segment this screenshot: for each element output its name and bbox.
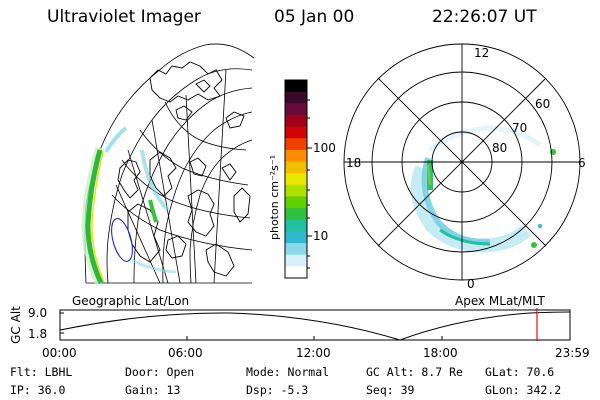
status-seq: Seq: 39 xyxy=(366,383,415,397)
time-tick-0600: 06:00 xyxy=(168,346,203,360)
mlt-label-12: 12 xyxy=(474,46,490,60)
color-bar xyxy=(285,80,307,279)
status-gain: Gain: 13 xyxy=(125,383,181,397)
time-tick-0000: 00:00 xyxy=(42,346,77,360)
apex-caption: Apex MLat/MLT xyxy=(455,294,545,308)
colorbar-segment xyxy=(285,80,307,93)
colorbar-segment xyxy=(285,254,307,267)
mlt-label-0: 0 xyxy=(467,277,475,291)
alt-tick-1-8: 1.8 xyxy=(28,327,48,341)
time-tick-2359: 23:59 xyxy=(555,346,590,360)
status-filter: Flt: LBHL xyxy=(10,365,73,379)
colorbar-segment xyxy=(285,138,307,151)
status-dsp: Dsp: -5.3 xyxy=(246,383,309,397)
colorbar-segment xyxy=(285,231,307,244)
colorbar-segment xyxy=(285,91,307,104)
colorbar-segment xyxy=(285,103,307,116)
colorbar-segment xyxy=(285,173,307,186)
status-mode: Mode: Normal xyxy=(246,365,330,379)
colorbar-tick-100: 100 xyxy=(313,141,336,155)
altitude-plot xyxy=(59,308,571,341)
colorbar-segment xyxy=(285,126,307,139)
mlat-label-60: 60 xyxy=(535,97,551,111)
status-gc-alt: GC Alt: 8.7 Re xyxy=(366,365,463,379)
gc-alt-axis-title: GC Alt xyxy=(9,306,23,344)
mlt-label-6: 6 xyxy=(578,156,586,170)
time-tick-1800: 18:00 xyxy=(423,346,458,360)
date-label: 05 Jan 00 xyxy=(274,7,355,27)
mlat-label-80: 80 xyxy=(492,141,508,155)
mlt-label-18: 18 xyxy=(346,156,362,170)
colorbar-segment xyxy=(285,208,307,221)
colorbar-segment xyxy=(285,266,307,279)
time-tick-1200: 12:00 xyxy=(296,346,331,360)
status-ip: IP: 36.0 xyxy=(10,383,66,397)
footprint-ellipse xyxy=(111,218,133,262)
status-door: Door: Open xyxy=(125,365,195,379)
colorbar-unit-label: photon cm⁻²s⁻¹ xyxy=(268,154,281,240)
colorbar-segment xyxy=(285,184,307,198)
colorbar-segment xyxy=(285,219,307,233)
colorbar-segment xyxy=(285,243,307,256)
geographic-map xyxy=(80,43,255,284)
colorbar-segment xyxy=(285,161,307,174)
time-label: 22:26:07 UT xyxy=(432,7,537,27)
colorbar-segment xyxy=(285,149,307,163)
mlat-label-70: 70 xyxy=(512,121,528,135)
alt-tick-9: 9.0 xyxy=(28,306,48,320)
colorbar-tick-10: 10 xyxy=(313,229,329,243)
status-glat: GLat: 70.6 xyxy=(485,365,555,379)
polar-plot xyxy=(343,43,581,281)
colorbar-segment xyxy=(285,196,307,209)
status-glon: GLon: 342.2 xyxy=(485,383,562,397)
colorbar-segment xyxy=(285,114,307,128)
map-aurora xyxy=(81,126,177,286)
geographic-caption: Geographic Lat/Lon xyxy=(72,294,190,308)
instrument-title: Ultraviolet Imager xyxy=(47,7,201,27)
